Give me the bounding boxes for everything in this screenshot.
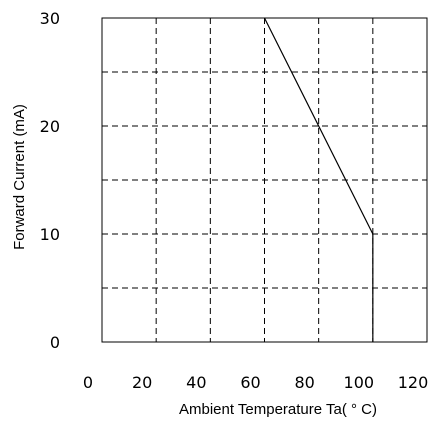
x-tick-label: 100: [344, 373, 375, 392]
y-tick-label: 0: [50, 333, 60, 352]
x-tick-label: 60: [240, 373, 260, 392]
y-axis-title: Forward Current (mA): [11, 104, 28, 250]
y-tick-label: 30: [40, 9, 60, 28]
series-group: [263, 17, 374, 342]
x-tick-label: 120: [398, 373, 429, 392]
y-tick-label: 20: [40, 117, 60, 136]
x-axis-title: Ambient Temperature Ta( ° C): [179, 401, 377, 418]
x-tick-label: 40: [186, 373, 206, 392]
x-tick-label: 0: [83, 373, 93, 392]
series-line-0: [263, 17, 374, 342]
y-tick-label: 10: [40, 225, 60, 244]
y-tick-labels: 0 10 20 30: [40, 9, 60, 352]
x-tick-label: 20: [132, 373, 152, 392]
x-tick-label: 80: [294, 373, 314, 392]
grid-lines: [102, 18, 427, 342]
x-tick-labels: 0 20 40 60 80 100 120: [83, 373, 428, 392]
